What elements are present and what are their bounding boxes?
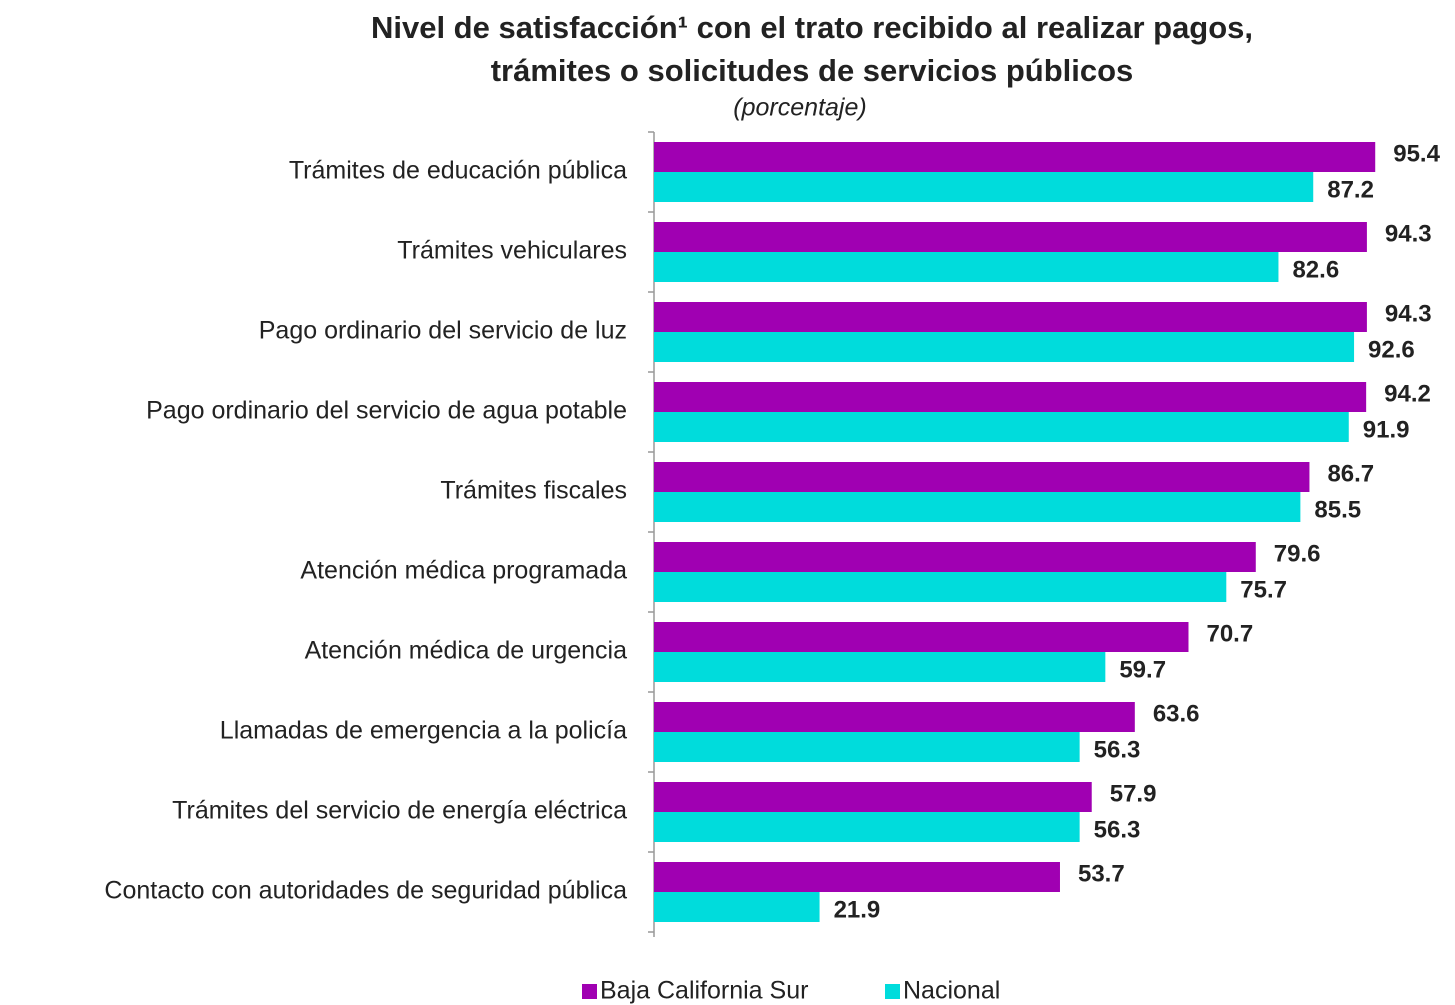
legend-label: Nacional: [903, 977, 1000, 1005]
data-label: 57.9: [1110, 780, 1157, 807]
bar: [654, 492, 1301, 522]
bar: [654, 862, 1060, 892]
bar: [654, 732, 1080, 762]
y-tick-label: Trámites de educación pública: [289, 157, 627, 185]
data-label: 85.5: [1314, 496, 1361, 523]
bar: [654, 782, 1092, 812]
data-label: 70.7: [1206, 620, 1253, 647]
y-tick-label: Contacto con autoridades de seguridad pú…: [104, 877, 627, 905]
data-label: 79.6: [1274, 540, 1321, 567]
bar: [654, 702, 1135, 732]
legend-swatch: [582, 984, 597, 999]
bar: [654, 222, 1367, 252]
data-label: 75.7: [1240, 576, 1287, 603]
bar: [654, 412, 1349, 442]
bar: [654, 812, 1080, 842]
data-label: 56.3: [1094, 736, 1141, 763]
data-label: 87.2: [1327, 176, 1374, 203]
bar: [654, 302, 1367, 332]
bar: [654, 382, 1367, 412]
y-tick-label: Atención médica programada: [300, 557, 627, 585]
chart-title: trámites o solicitudes de servicios públ…: [491, 53, 1134, 88]
data-label: 94.3: [1385, 300, 1432, 327]
data-label: 95.4: [1393, 140, 1440, 167]
bar: [654, 332, 1355, 362]
data-label: 82.6: [1292, 256, 1339, 283]
legend-swatch: [885, 984, 900, 999]
legend-label: Baja California Sur: [600, 977, 808, 1005]
data-label: 94.3: [1385, 220, 1432, 247]
chart-subtitle: (porcentaje): [733, 94, 866, 122]
data-label: 92.6: [1368, 336, 1415, 363]
bar: [654, 622, 1189, 652]
bar: [654, 172, 1314, 202]
bar: [654, 652, 1106, 682]
y-tick-label: Trámites vehiculares: [397, 237, 627, 265]
y-tick-label: Llamadas de emergencia a la policía: [220, 717, 627, 745]
data-label: 63.6: [1153, 700, 1200, 727]
data-label: 56.3: [1094, 816, 1141, 843]
bar: [654, 142, 1376, 172]
data-label: 53.7: [1078, 860, 1125, 887]
data-label: 86.7: [1327, 460, 1374, 487]
data-label: 94.2: [1384, 380, 1431, 407]
y-tick-label: Atención médica de urgencia: [305, 637, 628, 665]
bar: [654, 572, 1227, 602]
y-tick-label: Trámites fiscales: [440, 477, 627, 505]
y-tick-label: Pago ordinario del servicio de luz: [259, 317, 627, 345]
chart-title: Nivel de satisfacción¹ con el trato reci…: [371, 10, 1253, 45]
y-tick-label: Trámites del servicio de energía eléctri…: [172, 797, 627, 825]
bar: [654, 252, 1279, 282]
bar: [654, 542, 1256, 572]
y-tick-label: Pago ordinario del servicio de agua pota…: [146, 397, 627, 425]
data-label: 21.9: [834, 896, 881, 923]
bar: [654, 892, 820, 922]
data-label: 91.9: [1363, 416, 1410, 443]
bar: [654, 462, 1310, 492]
data-label: 59.7: [1119, 656, 1166, 683]
